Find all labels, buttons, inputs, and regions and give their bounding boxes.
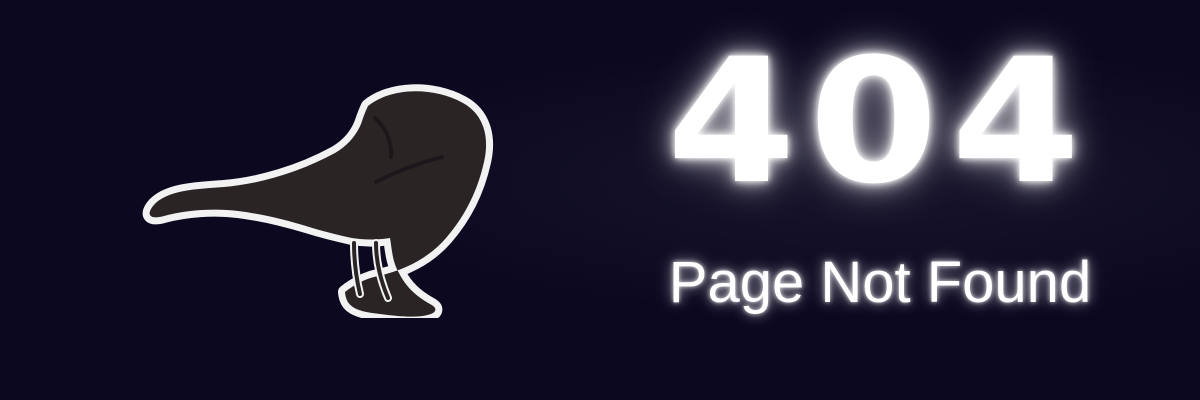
error-content: 404 Page Not Found [600, 18, 1160, 348]
error-message: Page Not Found [668, 250, 1092, 315]
crow-icon [140, 78, 500, 318]
error-code: 404 [666, 21, 1094, 222]
